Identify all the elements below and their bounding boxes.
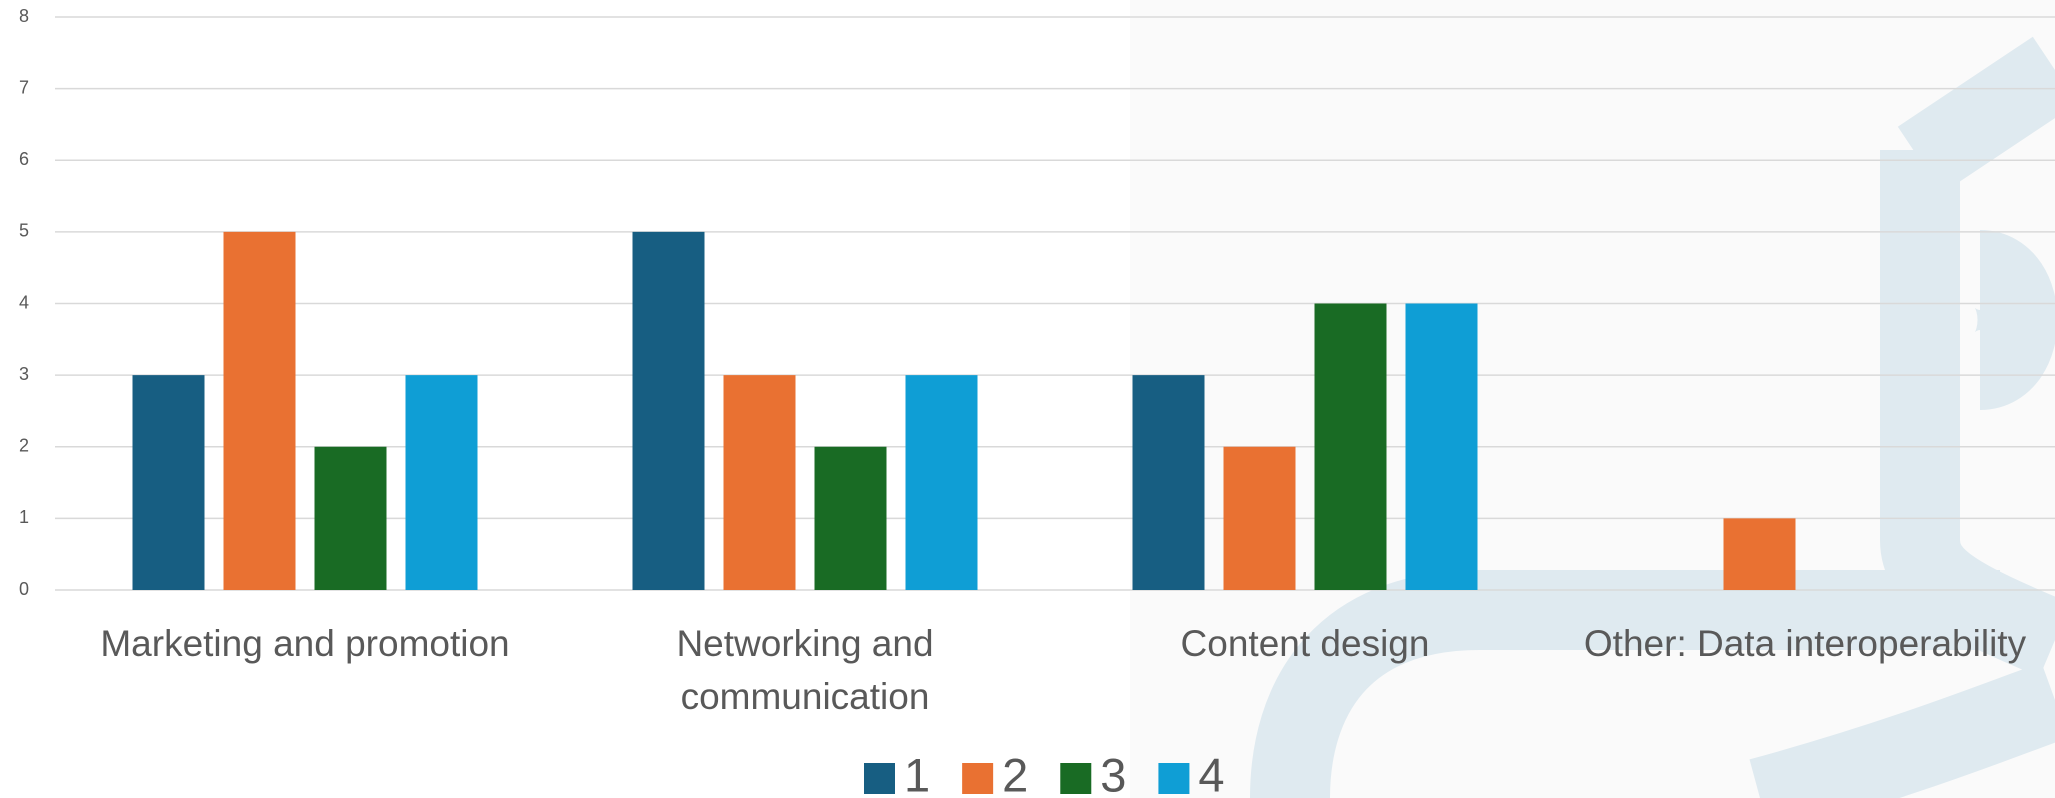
- background-decoration: [1250, 36, 2055, 798]
- y-tick-label: 8: [19, 6, 29, 26]
- y-tick-label: 7: [19, 77, 29, 97]
- legend-label: 2: [1002, 748, 1028, 798]
- y-tick-label: 3: [19, 364, 29, 384]
- legend-swatch: [864, 763, 895, 794]
- y-tick-label: 1: [19, 507, 29, 527]
- x-tick-label: Marketing and promotion: [100, 623, 510, 664]
- bar: [1314, 303, 1387, 590]
- bar: [1223, 446, 1296, 590]
- bar: [1723, 518, 1796, 590]
- y-tick-label: 6: [19, 149, 29, 169]
- bar: [1405, 303, 1478, 590]
- legend-label: 3: [1100, 748, 1126, 798]
- bar: [405, 375, 478, 590]
- legend-label: 4: [1198, 748, 1224, 798]
- bar: [905, 375, 978, 590]
- bar: [723, 375, 796, 590]
- y-tick-label: 5: [19, 221, 29, 241]
- y-tick-label: 4: [19, 292, 29, 312]
- x-tick-label: Networking and communication: [676, 623, 934, 717]
- x-tick-label: Other: Data interoperability: [1583, 623, 2027, 664]
- legend-label: 1: [904, 748, 930, 798]
- legend-swatch: [1060, 763, 1092, 794]
- x-tick-label: Content design: [1180, 623, 1430, 664]
- bar: [814, 446, 887, 590]
- y-tick-label: 2: [19, 436, 29, 456]
- legend-swatch: [1158, 763, 1190, 794]
- bar: [632, 231, 705, 590]
- bar: [223, 231, 296, 590]
- bar: [314, 446, 387, 590]
- y-tick-label: 0: [19, 579, 29, 599]
- bar: [132, 375, 205, 590]
- legend-swatch: [962, 763, 994, 794]
- bar: [1132, 375, 1205, 590]
